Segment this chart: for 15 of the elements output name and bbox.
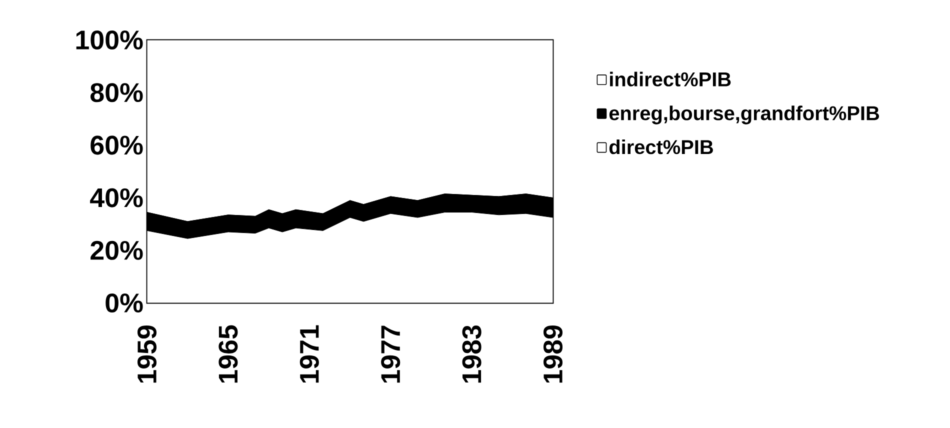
y-tick-label: 100%: [76, 30, 143, 50]
x-tick-label: 1989: [543, 326, 563, 383]
legend-label: enreg,bourse,grandfort%PIB: [609, 106, 879, 124]
legend-label: indirect%PIB: [610, 72, 731, 86]
y-tick-label: 0%: [106, 293, 143, 313]
y-tick-label: 40%: [90, 188, 143, 208]
y-tick-label: 60%: [90, 136, 143, 155]
x-tick-label: 1959: [137, 326, 157, 383]
legend-label: direct%PIB: [609, 140, 713, 154]
x-tick-label: 1965: [218, 325, 238, 383]
y-tick-label: 80%: [90, 83, 143, 102]
y-tick-label: 20%: [90, 240, 143, 260]
x-tick-label: 1971: [300, 325, 319, 383]
x-tick-label: 1977: [381, 326, 400, 383]
x-tick-label: 1983: [462, 326, 482, 383]
